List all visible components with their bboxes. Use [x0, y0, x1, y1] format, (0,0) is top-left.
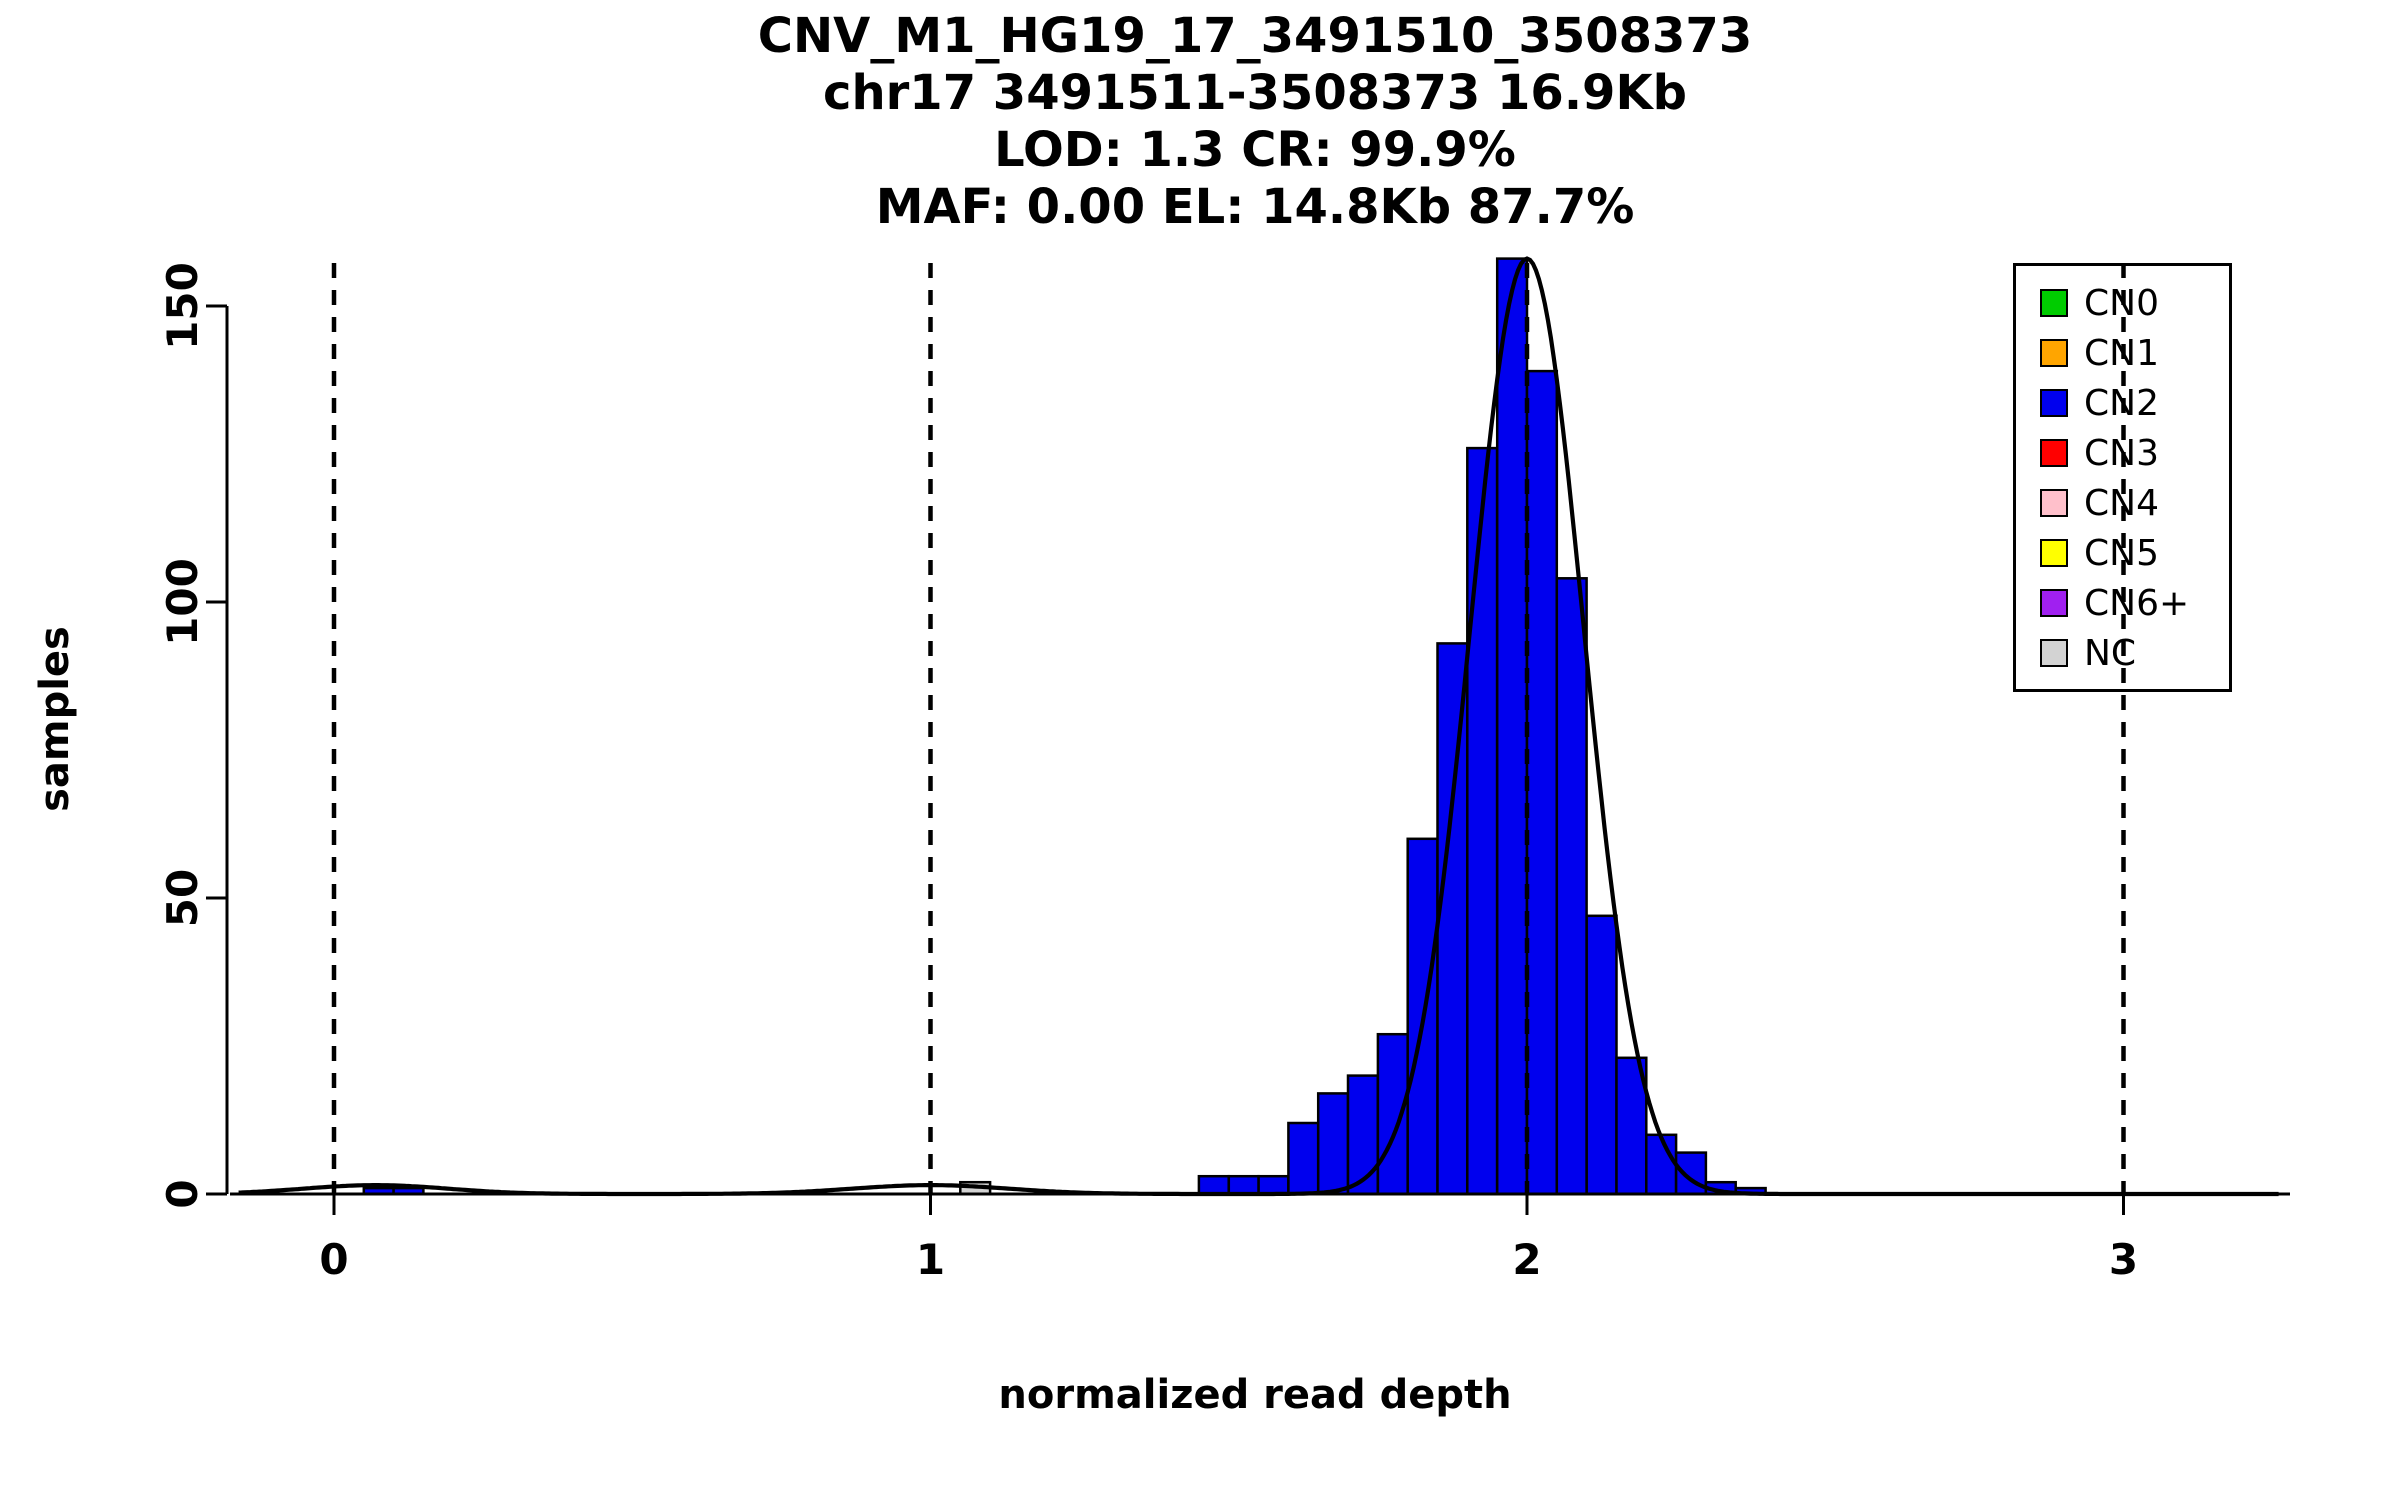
- legend-label: CN0: [2084, 282, 2159, 324]
- legend-swatch-CN5: [2040, 539, 2068, 567]
- legend-swatch-CN2: [2040, 389, 2068, 417]
- legend-label: CN2: [2084, 382, 2159, 424]
- histogram-bar: [1555, 577, 1588, 1196]
- legend-label: CN6+: [2084, 582, 2190, 624]
- legend-swatch-CN0: [2040, 289, 2068, 317]
- legend-swatch-CN6+: [2040, 589, 2068, 617]
- histogram-bar: [1525, 369, 1559, 1196]
- legend-swatch-NC: [2040, 639, 2068, 667]
- x-axis-label: normalized read depth: [998, 1372, 1512, 1418]
- title-line-2: chr17 3491511-3508373 16.9Kb: [823, 65, 1687, 121]
- x-tick-label: 1: [916, 1235, 945, 1284]
- histogram-bar: [1436, 642, 1469, 1196]
- legend-item-CN3: CN3: [2016, 428, 2229, 478]
- legend: CN0 CN1 CN2 CN3 CN4 CN5 CN6+ NC: [2013, 263, 2232, 692]
- legend-label: CN1: [2084, 332, 2159, 374]
- title-line-1: CNV_M1_HG19_17_3491510_3508373: [757, 8, 1753, 64]
- legend-item-CN2: CN2: [2016, 378, 2229, 428]
- x-tick-label: 2: [1512, 1235, 1541, 1284]
- histogram-bar: [1287, 1121, 1320, 1196]
- legend-label: CN4: [2084, 482, 2159, 524]
- y-tick-label: 0: [158, 1179, 207, 1208]
- legend-swatch-CN3: [2040, 439, 2068, 467]
- y-tick-label: 100: [158, 558, 207, 646]
- y-tick-label: 150: [158, 262, 207, 350]
- legend-label: NC: [2084, 632, 2137, 674]
- legend-swatch-CN1: [2040, 339, 2068, 367]
- legend-label: CN3: [2084, 432, 2159, 474]
- legend-label: CN5: [2084, 532, 2159, 574]
- histogram-bar: [1227, 1174, 1260, 1196]
- histogram-bar: [1316, 1092, 1350, 1196]
- legend-item-CN1: CN1: [2016, 328, 2229, 378]
- title-line-4: MAF: 0.00 EL: 14.8Kb 87.7%: [875, 179, 1635, 235]
- histogram-bar: [1257, 1174, 1290, 1196]
- histogram-bar: [1645, 1133, 1678, 1196]
- legend-item-NC: NC: [2016, 628, 2229, 678]
- histogram-bar: [1585, 914, 1618, 1196]
- histogram-bar: [1197, 1174, 1230, 1196]
- legend-item-CN5: CN5: [2016, 528, 2229, 578]
- title-line-3: LOD: 1.3 CR: 99.9%: [994, 122, 1516, 178]
- y-tick-label: 50: [158, 869, 207, 927]
- histogram-bar: [1346, 1074, 1380, 1196]
- density-curve: [238, 256, 2279, 1197]
- legend-swatch-CN4: [2040, 489, 2068, 517]
- chart-title: CNV_M1_HG19_17_3491510_3508373 chr17 349…: [110, 8, 2400, 236]
- x-tick-label: 3: [2109, 1235, 2138, 1284]
- x-tick-label: 0: [319, 1235, 348, 1284]
- y-axis-label: samples: [32, 626, 78, 812]
- legend-item-CN4: CN4: [2016, 478, 2229, 528]
- histogram-bar: [1495, 257, 1529, 1196]
- legend-item-CN6+: CN6+: [2016, 578, 2229, 628]
- legend-item-CN0: CN0: [2016, 278, 2229, 328]
- histogram-bar: [1466, 446, 1499, 1196]
